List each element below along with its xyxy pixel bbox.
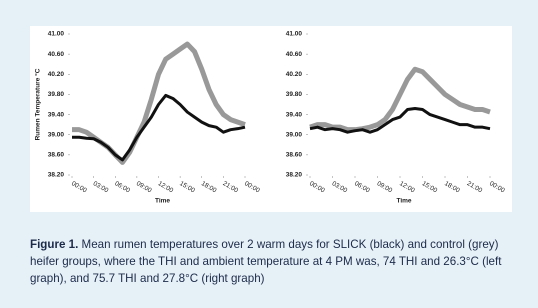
caption-text: Mean rumen temperatures over 2 warm days… bbox=[30, 238, 502, 285]
x-axis-label: Time bbox=[396, 198, 411, 205]
y-tick-label: 38.60 bbox=[48, 152, 65, 159]
y-tick-label: 39.00 bbox=[48, 131, 65, 138]
y-tick-label: 39.80 bbox=[48, 91, 65, 98]
y-tick-label: 40.20 bbox=[48, 71, 65, 78]
y-tick-label: 39.40 bbox=[286, 111, 303, 118]
y-tick-label: 40.20 bbox=[286, 71, 303, 78]
y-tick-label: 39.00 bbox=[286, 131, 303, 138]
series-line bbox=[72, 93, 246, 162]
y-tick-label: 41.00 bbox=[286, 31, 303, 38]
y-axis-label: Rumen Temperature °C bbox=[34, 68, 42, 140]
series-line bbox=[309, 66, 491, 133]
figure: 41.00 40.60 40.20 39.80 39.40 39.00 38.60 38.20… bbox=[30, 26, 512, 212]
y-tick-label: 39.80 bbox=[286, 91, 303, 98]
x-axis-label: Time bbox=[155, 198, 170, 205]
caption-label: Figure 1. bbox=[30, 238, 79, 251]
y-tick-label: 38.60 bbox=[286, 152, 303, 159]
series-line bbox=[309, 107, 491, 134]
caption: Figure 1. Mean rumen temperatures over 2… bbox=[30, 236, 512, 287]
y-tick-label: 40.60 bbox=[286, 51, 303, 58]
figure-panel bbox=[30, 26, 512, 212]
y-tick-label: 41.00 bbox=[48, 31, 65, 38]
y-tick-label: 38.20 bbox=[48, 172, 65, 179]
y-tick-label: 39.40 bbox=[48, 111, 65, 118]
y-tick-label: 40.60 bbox=[48, 51, 65, 58]
y-tick-label: 38.20 bbox=[286, 172, 303, 179]
